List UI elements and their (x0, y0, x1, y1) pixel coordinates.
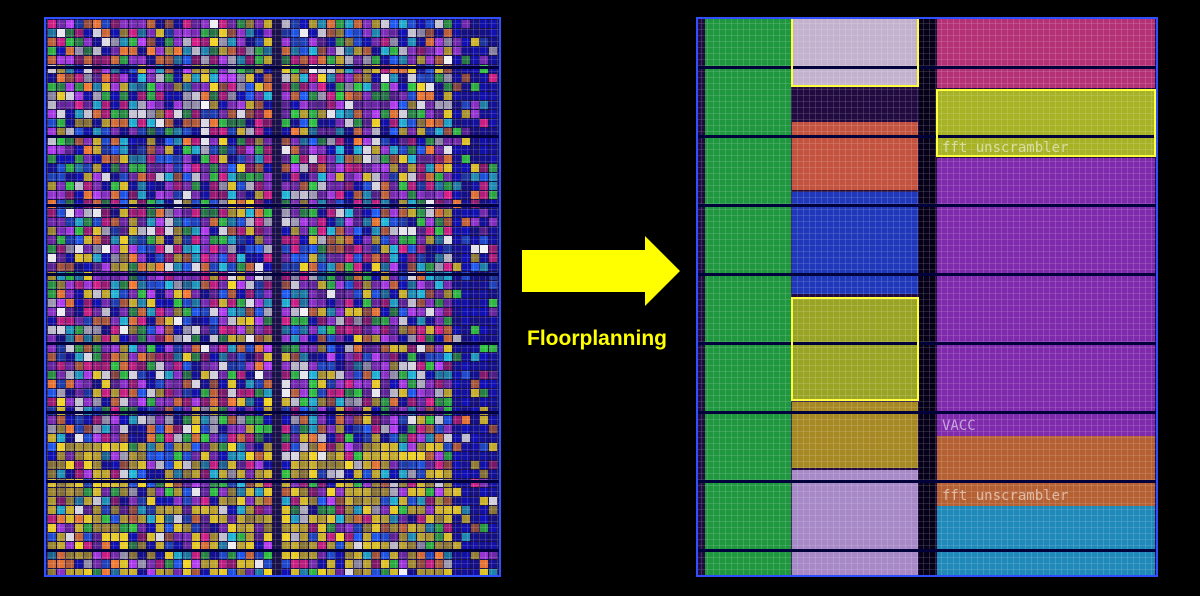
block-label: fft unscrambler (942, 488, 1068, 504)
chip-border (696, 17, 1158, 577)
block-outline (791, 297, 919, 401)
chip-before (44, 17, 501, 577)
chip-border (44, 17, 501, 577)
chip-after: fft unscrambler VACC fft unscrambler (696, 17, 1158, 577)
row-lines (45, 18, 500, 576)
block-label: fft unscrambler (942, 140, 1068, 156)
arrow-label: Floorplanning (527, 327, 667, 350)
arrow (522, 236, 680, 306)
block-label: VACC (942, 418, 976, 434)
row-lines (697, 18, 1157, 576)
block-outline (936, 89, 1156, 157)
